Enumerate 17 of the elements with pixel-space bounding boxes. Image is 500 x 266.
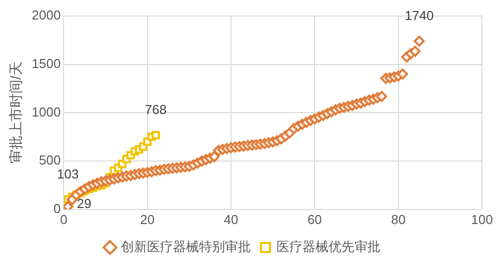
annotation: 29 [76,196,92,212]
x-tick-label: 20 [140,212,155,227]
y-tick-label: 1500 [32,56,61,71]
y-axis-title: 审批上市时间/天 [7,62,24,164]
annotation: 1740 [404,8,434,24]
annotation: 103 [57,166,79,182]
legend-label: 医疗器械优先审批 [276,239,380,254]
y-tick-label: 0 [53,200,61,216]
y-tick-label: 1000 [32,104,61,120]
x-tick-label: 60 [307,212,322,227]
x-tick-label: 40 [224,212,238,227]
y-tick-label: 2000 [32,8,61,23]
x-tick-label: 80 [391,212,406,227]
annotation: 768 [144,102,167,118]
legend-label: 创新医疗器械特别审批 [121,239,251,254]
y-tick-label: 500 [39,152,61,168]
x-tick-label: 100 [471,212,493,227]
